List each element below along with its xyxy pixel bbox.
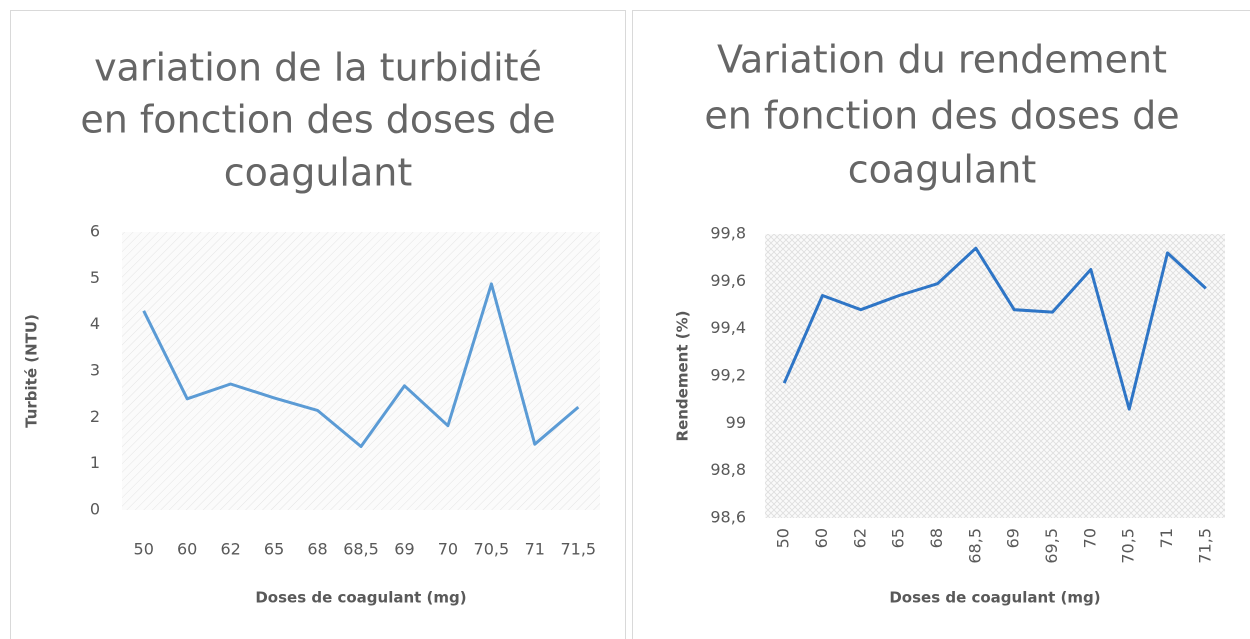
y-axis-title: Turbité (NTU)	[23, 314, 41, 428]
x-tick-label: 68,5	[343, 540, 379, 559]
x-tick-label: 60	[177, 540, 197, 559]
x-tick-label: 50	[774, 528, 793, 548]
y-tick-label: 2	[90, 407, 100, 426]
chart-title: en fonction des doses de	[704, 94, 1179, 138]
chart-title: coagulant	[224, 151, 412, 195]
chart-title: Variation du rendement	[717, 38, 1167, 82]
y-tick-label: 4	[90, 314, 100, 333]
x-tick-label: 70,5	[1119, 528, 1138, 564]
y-tick-label: 1	[90, 453, 100, 472]
x-tick-label: 68	[307, 540, 327, 559]
x-tick-label: 62	[220, 540, 240, 559]
x-tick-label: 70	[1080, 528, 1099, 548]
x-axis-title: Doses de coagulant (mg)	[255, 589, 466, 607]
y-tick-label: 98,8	[710, 460, 746, 479]
y-tick-label: 99,4	[710, 318, 746, 337]
plot-area	[122, 232, 600, 510]
y-tick-label: 98,6	[710, 508, 746, 527]
y-tick-label: 99	[726, 413, 746, 432]
x-tick-label: 69,5	[1042, 528, 1061, 564]
x-tick-label: 65	[889, 528, 908, 548]
x-tick-label: 70,5	[474, 540, 510, 559]
y-tick-label: 6	[90, 222, 100, 241]
x-tick-label: 68,5	[965, 528, 984, 564]
x-tick-label: 65	[264, 540, 284, 559]
chart-title: variation de la turbidité	[94, 46, 542, 90]
x-tick-label: 70	[438, 540, 458, 559]
line	[782, 246, 1207, 411]
y-tick-label: 99,2	[710, 366, 746, 385]
x-tick-label: 68	[927, 528, 946, 548]
y-tick-label: 99,8	[710, 224, 746, 243]
x-tick-label: 71	[1157, 528, 1176, 548]
x-tick-label: 69	[1004, 528, 1023, 548]
x-tick-label: 62	[850, 528, 869, 548]
x-axis-title: Doses de coagulant (mg)	[889, 589, 1100, 607]
y-axis-title: Rendement (%)	[674, 311, 692, 442]
x-tick-label: 71	[525, 540, 545, 559]
x-tick-label: 50	[134, 540, 154, 559]
y-tick-label: 3	[90, 361, 100, 380]
y-tick-label: 99,6	[710, 271, 746, 290]
chart-title: en fonction des doses de	[80, 98, 555, 142]
chart-title: coagulant	[848, 148, 1036, 192]
x-tick-label: 69	[394, 540, 414, 559]
x-tick-label: 71,5	[560, 540, 596, 559]
x-tick-label: 71,5	[1195, 528, 1214, 564]
y-tick-label: 0	[90, 500, 100, 519]
x-tick-label: 60	[812, 528, 831, 548]
y-tick-label: 5	[90, 268, 100, 287]
line	[142, 282, 580, 448]
